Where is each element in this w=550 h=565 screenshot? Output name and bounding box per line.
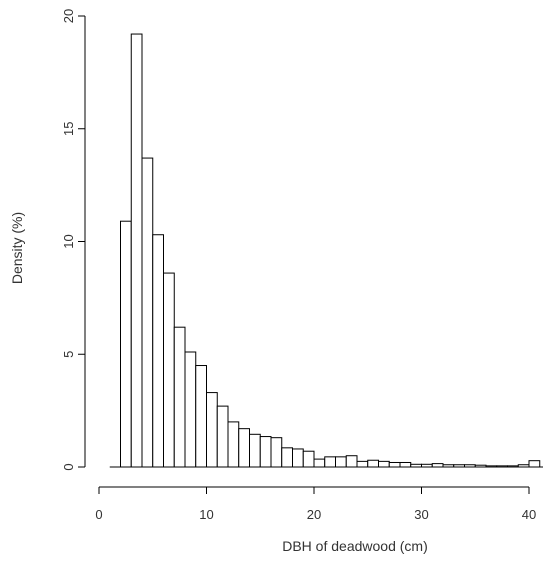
y-tick-label: 20 <box>61 9 76 23</box>
histogram-bar <box>206 392 218 468</box>
x-axis: 0 10 20 30 40 <box>95 486 536 522</box>
histogram-bar <box>281 447 293 468</box>
histogram-bar <box>356 460 369 468</box>
histogram-bar <box>302 450 315 468</box>
x-tick-label: 0 <box>95 507 102 522</box>
histogram-bar <box>528 460 541 468</box>
histogram-bars <box>120 33 541 468</box>
y-tick-label: 0 <box>61 463 76 470</box>
histogram-bar <box>195 365 207 468</box>
y-axis: 0 5 10 15 20 <box>61 9 86 471</box>
x-tick-label: 10 <box>199 507 213 522</box>
histogram-bar <box>324 456 336 468</box>
histogram-bar <box>227 421 240 468</box>
histogram-bar <box>292 448 304 468</box>
histogram-bar <box>335 456 347 468</box>
histogram-bar <box>345 455 358 468</box>
histogram-bar <box>141 157 154 468</box>
histogram-bar <box>367 459 379 468</box>
y-axis-label: Density (%) <box>9 212 25 284</box>
histogram-bar <box>313 458 326 468</box>
x-tick-label: 30 <box>414 507 428 522</box>
histogram-bar <box>259 436 272 468</box>
histogram-bar <box>270 437 283 468</box>
histogram-bar <box>388 461 401 468</box>
histogram-bar <box>399 461 412 468</box>
histogram-bar <box>173 326 186 468</box>
histogram-bar <box>130 33 143 468</box>
histogram-bar <box>238 428 250 468</box>
x-tick-label: 20 <box>307 507 321 522</box>
histogram-bar <box>184 351 197 468</box>
histogram-bar <box>120 220 132 468</box>
y-tick-label: 15 <box>61 122 76 136</box>
x-tick-label: 40 <box>522 507 536 522</box>
histogram-bar <box>163 272 175 468</box>
histogram-bar <box>378 460 390 468</box>
y-tick-label: 10 <box>61 234 76 248</box>
x-axis-label: DBH of deadwood (cm) <box>282 538 428 554</box>
histogram-bar <box>216 405 229 468</box>
histogram-bar <box>431 463 444 468</box>
histogram-bar <box>152 234 164 468</box>
y-tick-label: 5 <box>61 351 76 358</box>
histogram-bar <box>249 433 261 468</box>
